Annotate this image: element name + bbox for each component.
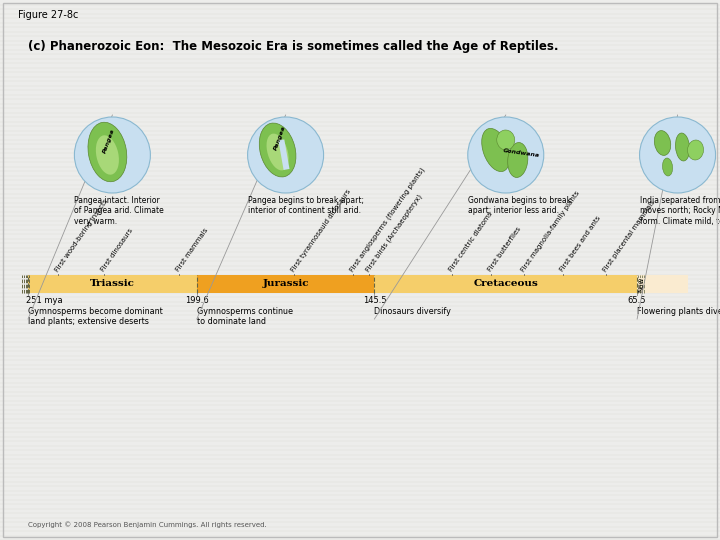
Text: Gondwana begins to break
apart; interior less arid.: Gondwana begins to break apart; interior… bbox=[468, 196, 571, 215]
Text: Pangea intact. Interior
of Pangea arid. Climate
very warm.: Pangea intact. Interior of Pangea arid. … bbox=[74, 196, 164, 226]
Bar bbox=[637, 275, 688, 293]
Ellipse shape bbox=[482, 129, 510, 172]
Ellipse shape bbox=[266, 133, 289, 171]
Ellipse shape bbox=[259, 123, 296, 177]
Text: Gymnosperms become dominant
land plants; extensive deserts: Gymnosperms become dominant land plants;… bbox=[28, 307, 163, 326]
Text: First tyrannosauid dinosaurs: First tyrannosauid dinosaurs bbox=[290, 188, 352, 273]
Bar bbox=[374, 275, 637, 293]
Text: Figure 27-8c: Figure 27-8c bbox=[18, 10, 78, 20]
Text: Pangea: Pangea bbox=[274, 125, 287, 151]
Circle shape bbox=[639, 117, 716, 193]
Text: Cretaceous: Cretaceous bbox=[473, 280, 538, 288]
Text: First centric diatoms: First centric diatoms bbox=[448, 211, 493, 273]
Text: First angiosperms (flowering plants): First angiosperms (flowering plants) bbox=[348, 166, 426, 273]
Text: Triassic: Triassic bbox=[90, 280, 135, 288]
Bar bbox=[279, 139, 289, 170]
Text: First dinosaurs: First dinosaurs bbox=[99, 228, 134, 273]
Text: First birds (Archaeopteryx): First birds (Archaeopteryx) bbox=[365, 193, 424, 273]
Text: Gondwana: Gondwana bbox=[503, 148, 540, 158]
Text: Flowering plants diversity: Flowering plants diversity bbox=[637, 307, 720, 316]
Text: Pangea begins to break apart;
interior of continent still arid.: Pangea begins to break apart; interior o… bbox=[248, 196, 364, 215]
Ellipse shape bbox=[508, 143, 528, 178]
Text: Jurassic: Jurassic bbox=[262, 280, 309, 288]
Text: 145.5: 145.5 bbox=[363, 296, 386, 305]
Text: 199.6: 199.6 bbox=[185, 296, 209, 305]
Text: First bees and ants: First bees and ants bbox=[559, 215, 602, 273]
Text: Gymnosperms continue
to dominate land: Gymnosperms continue to dominate land bbox=[197, 307, 293, 326]
Text: Dinosaurs diversify: Dinosaurs diversify bbox=[374, 307, 451, 316]
Text: First placental mammals: First placental mammals bbox=[602, 199, 656, 273]
Ellipse shape bbox=[662, 158, 672, 176]
Ellipse shape bbox=[654, 131, 671, 156]
Text: First butterflies: First butterflies bbox=[487, 226, 522, 273]
Bar bbox=[28, 275, 197, 293]
Text: Now: Now bbox=[638, 276, 644, 292]
Text: First magnolia-family plants: First magnolia-family plants bbox=[520, 190, 580, 273]
Text: 65.5: 65.5 bbox=[628, 296, 647, 305]
Circle shape bbox=[468, 117, 544, 193]
Text: 251 mya: 251 mya bbox=[26, 296, 63, 305]
Text: Pangea: Pangea bbox=[102, 128, 116, 154]
Ellipse shape bbox=[497, 130, 515, 150]
Text: First wood-boring insects: First wood-boring insects bbox=[53, 198, 109, 273]
Text: First mammals: First mammals bbox=[175, 227, 210, 273]
Ellipse shape bbox=[688, 140, 703, 160]
Ellipse shape bbox=[88, 122, 127, 182]
Text: (c) Phanerozoic Eon:  The Mesozoic Era is sometimes called the Age of Reptiles.: (c) Phanerozoic Eon: The Mesozoic Era is… bbox=[28, 40, 559, 53]
Ellipse shape bbox=[96, 136, 119, 175]
Text: Copyright © 2008 Pearson Benjamin Cummings. All rights reserved.: Copyright © 2008 Pearson Benjamin Cummin… bbox=[28, 521, 266, 528]
Bar bbox=[197, 275, 374, 293]
Ellipse shape bbox=[675, 133, 690, 161]
Text: India separated from Madagascar,
moves north; Rocky Mountains
form. Climate mild: India separated from Madagascar, moves n… bbox=[639, 196, 720, 226]
Circle shape bbox=[248, 117, 323, 193]
Circle shape bbox=[74, 117, 150, 193]
